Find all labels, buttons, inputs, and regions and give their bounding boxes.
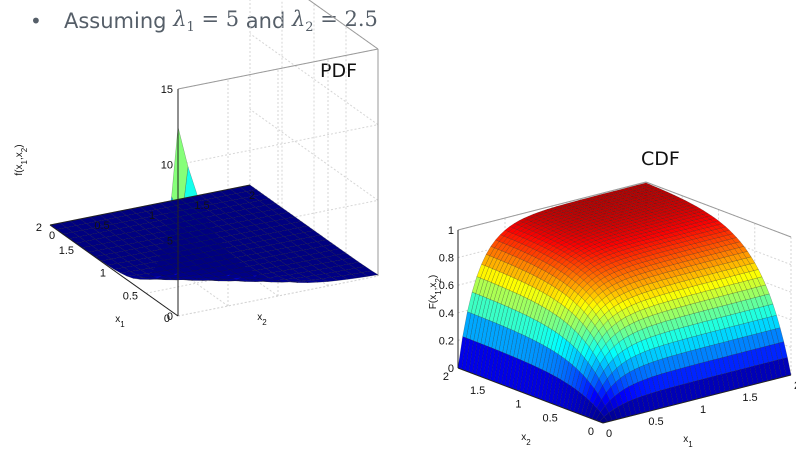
y-tick-label: 1 <box>515 399 521 411</box>
x1-axis-label: x1 <box>683 434 693 449</box>
y-tick-label: 2 <box>443 371 449 383</box>
x1-axis-label: x1 <box>115 314 125 329</box>
z-tick-label: 5 <box>167 235 173 247</box>
x-tick-label: 1.5 <box>59 245 74 257</box>
wall-grid-line <box>249 33 379 126</box>
z-tick-label: 0 <box>167 311 173 323</box>
axes-box <box>177 0 379 276</box>
bullet-text: Assuming <box>64 9 167 33</box>
cdf-title: CDF <box>641 148 680 170</box>
x-axis-line <box>602 374 792 424</box>
z-tick-label: 15 <box>161 84 173 96</box>
wall-grid-line <box>249 108 379 201</box>
z-tick-label: 0 <box>448 363 454 375</box>
x-tick-label: 1.5 <box>742 392 757 404</box>
lambda2-expression: λ2 = 2.5 <box>292 7 378 35</box>
x-tick-label: 0.5 <box>123 290 138 302</box>
z-tick-label: 0.2 <box>439 335 454 347</box>
y-tick-label: 1 <box>149 210 155 222</box>
y-tick-label: 0 <box>49 230 55 242</box>
z-tick-label: 0.4 <box>439 308 454 320</box>
z-axis-label: f(x1,x2) <box>14 144 29 175</box>
x-tick-label: 0 <box>164 313 170 325</box>
z-tick-label: 1 <box>448 225 454 237</box>
axis-lines <box>457 230 792 424</box>
x2-axis-label: x2 <box>521 432 531 447</box>
y-tick-label: 2 <box>249 190 255 202</box>
x-tick-label: 2 <box>794 380 796 392</box>
wall-grid-line <box>177 124 379 166</box>
z-axis-label: F(x1,x2) <box>428 275 443 309</box>
slide-bullet-line: • Assuming λ1 = 5 and λ2 = 2.5 <box>30 4 378 38</box>
lambda2-value: = 2.5 <box>313 6 378 31</box>
z-tick-label: 0.8 <box>439 253 454 265</box>
x-tick-label: 2 <box>36 222 42 234</box>
x-tick-label: 1 <box>100 268 106 280</box>
conjunction-text: and <box>245 9 286 33</box>
surface-mesh <box>49 126 379 283</box>
x-tick-label: 0 <box>606 428 612 440</box>
surface-patch <box>640 182 651 186</box>
axis-lines <box>49 89 251 317</box>
y-axis-line <box>457 367 604 424</box>
lambda2-symbol: λ <box>291 6 306 31</box>
box-edge <box>308 0 379 50</box>
wall-grid-line <box>177 275 379 317</box>
lambda1-symbol: λ <box>173 6 187 31</box>
x-tick-label: 0.5 <box>648 416 663 428</box>
bullet-icon: • <box>30 9 42 33</box>
surface-mesh <box>457 182 792 424</box>
y-tick-label: 1.5 <box>470 385 485 397</box>
y-tick-label: 0 <box>588 426 594 438</box>
cdf-surface-plot: 00.511.5200.511.5200.20.40.60.81x1x2F(x1… <box>428 181 796 449</box>
x-tick-label: 1 <box>700 404 706 416</box>
lambda2-subscript: 2 <box>305 20 314 36</box>
y-axis-line <box>49 184 251 226</box>
z-tick-label: 0.6 <box>439 280 454 292</box>
y-tick-label: 0.5 <box>542 412 557 424</box>
pdf-title: PDF <box>320 60 358 82</box>
x2-axis-label: x2 <box>257 312 267 327</box>
lambda1-expression: λ1 = 5 <box>173 7 239 35</box>
y-tick-label: 1.5 <box>194 200 209 212</box>
z-tick-label: 10 <box>161 160 173 172</box>
box-edge <box>457 181 647 231</box>
lambda1-subscript: 1 <box>186 20 195 36</box>
x-axis-line <box>49 224 179 317</box>
y-tick-label: 0.5 <box>94 220 109 232</box>
box-edge <box>645 181 792 238</box>
box-edge <box>177 48 379 90</box>
lambda1-value: = 5 <box>194 6 240 31</box>
